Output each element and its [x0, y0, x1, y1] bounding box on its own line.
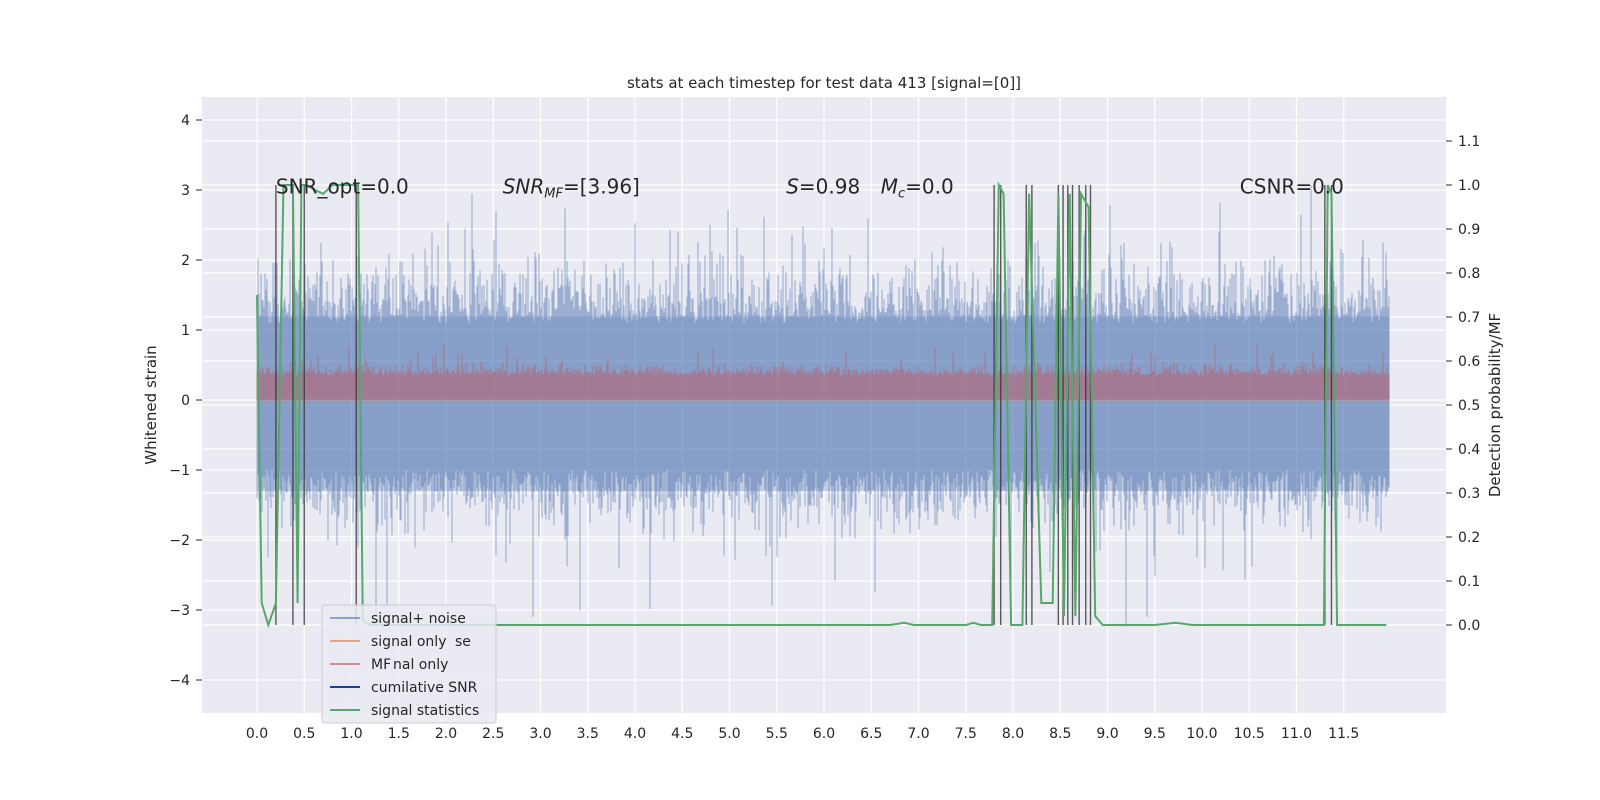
right-y-tick-label: 0.7	[1458, 310, 1480, 326]
annotations: SNR_opt=0.0 SNRMF=[3.96] S=0.98 Mc=0.0 CSNR=…	[276, 175, 1344, 202]
x-tick-label: 3.0	[529, 726, 551, 742]
y-tick-label: −1	[169, 463, 190, 479]
y-tick-label: 1	[181, 323, 190, 339]
annotation-rest: =0.98	[799, 175, 860, 199]
x-tick-label: 6.5	[860, 726, 882, 742]
legend-ghost-1: se	[455, 634, 471, 650]
y-tick-label: −2	[169, 533, 190, 549]
mf-line	[256, 342, 1390, 400]
chart-title: stats at each timestep for test data 413…	[627, 74, 1021, 92]
x-tick-label: 7.5	[955, 726, 977, 742]
x-tick-label: 0.5	[293, 726, 315, 742]
right-y-tick-label: 0.6	[1458, 354, 1480, 370]
x-tick-label: 6.0	[813, 726, 835, 742]
x-tick-labels: 0.0 0.5 1.0 1.5 2.0 2.5 3.0 3.5 4.0 4.5 5.0 5.5 6.0 6…	[246, 726, 1359, 742]
annotation-main: SNR_opt=0.0	[276, 175, 409, 199]
y-tick-label: −3	[169, 603, 190, 619]
annotation-1: SNRMF=[3.96]	[503, 175, 640, 202]
x-tick-label: 3.5	[577, 726, 599, 742]
x-tick-label: 1.0	[340, 726, 362, 742]
right-y-tick-label: 0.2	[1458, 530, 1480, 546]
x-tick-label: 7.0	[907, 726, 929, 742]
series-signal-statistics	[256, 181, 1387, 629]
right-y-tick-label: 0.3	[1458, 486, 1480, 502]
legend-label-signal-statistics: signal statistics	[371, 703, 479, 719]
right-y-tick-label: 0.8	[1458, 266, 1480, 282]
y-tick-label: 2	[181, 253, 190, 269]
annotation-main: M	[881, 175, 898, 199]
annotation-0: SNR_opt=0.0	[276, 175, 409, 199]
x-tick-label: 5.5	[766, 726, 788, 742]
y-tick-label: 0	[181, 393, 190, 409]
legend-label-signal-only: signal only	[371, 634, 446, 650]
y-tick-label: −4	[169, 673, 190, 689]
x-tick-label: 8.5	[1049, 726, 1071, 742]
x-tick-label: 9.0	[1096, 726, 1118, 742]
x-tick-label: 5.0	[718, 726, 740, 742]
y-axis-label: Whitened strain	[142, 345, 160, 464]
legend-ghost-2: nal only	[393, 657, 448, 673]
x-tick-label: 9.5	[1144, 726, 1166, 742]
annotation-3: Mc=0.0	[881, 175, 954, 202]
x-tick-label: 10.0	[1186, 726, 1217, 742]
right-y-tick-label: 0.4	[1458, 442, 1480, 458]
annotation-rest: =0.0	[905, 175, 954, 199]
series-mf	[256, 342, 1390, 400]
legend-box	[321, 604, 497, 724]
x-tick-label: 4.0	[624, 726, 646, 742]
signal-statistics-line	[256, 181, 1387, 629]
right-y-tick-label: 1.0	[1458, 178, 1480, 194]
right-y-tick-label: 0.1	[1458, 574, 1480, 590]
x-tick-label: 11.0	[1281, 726, 1312, 742]
legend-label-mf: MF	[371, 657, 391, 673]
annotation-main: S	[786, 175, 799, 199]
right-y-tick-label: 0.0	[1458, 618, 1480, 634]
annotation-subscript: c	[898, 187, 905, 202]
x-tick-label: 8.0	[1002, 726, 1024, 742]
y-tick-labels: −4 −3 −2 −1 0 1 2 3 4	[169, 113, 202, 689]
annotation-4: CSNR=0.0	[1240, 175, 1344, 199]
x-tick-label: 0.0	[246, 726, 268, 742]
signal-plus-noise-line	[256, 185, 1390, 627]
x-tick-label: 4.5	[671, 726, 693, 742]
x-tick-label: 2.0	[435, 726, 457, 742]
annotation-main: SNR	[503, 175, 545, 199]
annotation-2: S=0.98	[786, 175, 860, 199]
legend: se nal only signal+ noise signal only MF…	[321, 604, 497, 724]
right-y-tick-label: 0.5	[1458, 398, 1480, 414]
x-tick-label: 11.5	[1328, 726, 1359, 742]
legend-label-signal-plus-noise: signal+ noise	[371, 611, 466, 627]
right-y-axis-label: Detection probability/MF	[1486, 313, 1504, 497]
x-tick-label: 10.5	[1234, 726, 1265, 742]
series-signal-plus-noise	[256, 185, 1390, 627]
signal-plus-noise-core	[257, 316, 1390, 491]
annotation-main: CSNR=0.0	[1240, 175, 1344, 199]
annotation-subscript: MF	[544, 187, 563, 202]
y-tick-label: 4	[181, 113, 190, 129]
legend-label-cumulative-snr: cumilative SNR	[371, 680, 478, 696]
x-tick-label: 1.5	[388, 726, 410, 742]
annotation-rest: =[3.96]	[563, 175, 640, 199]
right-y-tick-label: 1.1	[1458, 134, 1480, 150]
y-tick-label: 3	[181, 183, 190, 199]
x-tick-label: 2.5	[482, 726, 504, 742]
right-y-tick-labels: 0.0 0.1 0.2 0.3 0.4 0.5 0.6 0.7 0.8 0.9 1.0 1.1	[1446, 134, 1480, 634]
right-y-tick-label: 0.9	[1458, 222, 1480, 238]
